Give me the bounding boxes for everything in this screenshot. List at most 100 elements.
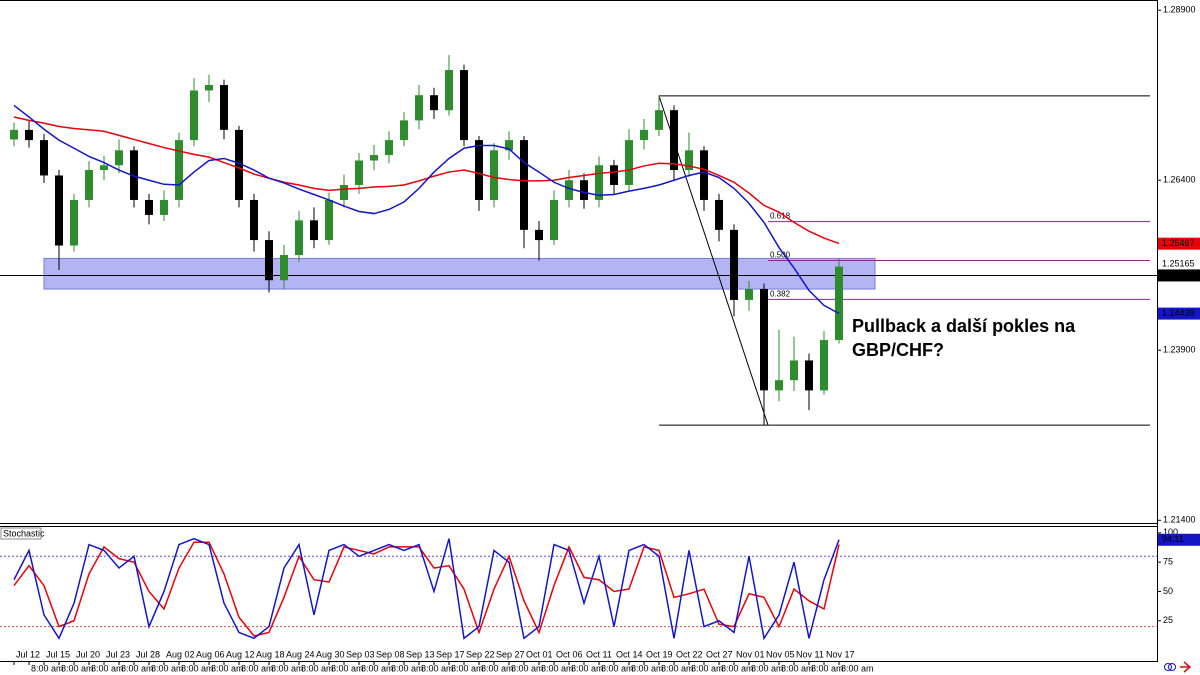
candle-body xyxy=(400,120,408,141)
x-tick-label: 8:00 am xyxy=(571,663,604,673)
candle-body xyxy=(490,150,498,200)
line-series xyxy=(13,541,840,637)
price-label-box xyxy=(1158,269,1200,282)
candle-body xyxy=(115,150,123,166)
candle-body xyxy=(505,140,513,151)
y-tick-label: 25 xyxy=(1163,615,1173,625)
x-tick-label: Jul 12 xyxy=(16,649,40,659)
candle-body xyxy=(805,360,813,391)
candle-body xyxy=(445,70,453,111)
candle-body xyxy=(565,180,573,200)
indicator-title-box xyxy=(0,527,42,540)
x-tick-label: Aug 30 xyxy=(316,649,345,659)
x-tick-label: Nov 17 xyxy=(826,649,855,659)
annotation: GBP/CHF? xyxy=(852,340,944,360)
price-label: 1.25467 xyxy=(1162,238,1195,248)
price-label: 1.25000 xyxy=(1162,270,1195,280)
candle-body xyxy=(580,180,588,200)
x-tick-label: Sep 03 xyxy=(346,649,375,659)
candle-body xyxy=(130,150,138,200)
candle-body xyxy=(325,199,333,241)
y-tick-label: 50 xyxy=(1163,586,1173,596)
x-tick-label: 8:00 am xyxy=(361,663,394,673)
x-tick-label: 8:00 am xyxy=(331,663,364,673)
x-tick-label: Nov 05 xyxy=(766,649,795,659)
candle-body xyxy=(820,340,828,391)
y-tick-label: 1.26400 xyxy=(1163,175,1196,185)
x-tick-label: Nov 11 xyxy=(796,649,824,659)
x-tick-label: Aug 12 xyxy=(226,649,255,659)
x-tick-label: 8:00 am xyxy=(121,663,154,673)
x-tick-label: 8:00 am xyxy=(451,663,484,673)
line-series xyxy=(13,116,840,245)
candle-body xyxy=(85,170,93,200)
candle-body xyxy=(595,165,603,200)
candle-body xyxy=(205,85,213,91)
fib-level-label: 0.500 xyxy=(770,251,791,260)
icon xyxy=(1180,661,1192,673)
indicator-title: Stochastic xyxy=(3,528,45,538)
fib-level-label: 0.382 xyxy=(770,289,791,298)
x-tick-label: Oct 11 xyxy=(586,649,612,659)
candle-body xyxy=(790,360,798,381)
candle-body xyxy=(775,380,783,391)
x-tick-label: Aug 18 xyxy=(256,649,285,659)
line-series xyxy=(13,104,840,315)
x-tick-label: Aug 06 xyxy=(196,649,225,659)
candle-body xyxy=(10,129,18,140)
x-tick-label: Oct 01 xyxy=(526,649,553,659)
candle-body xyxy=(835,266,843,341)
y-tick-label: 75 xyxy=(1163,557,1173,567)
icon xyxy=(1168,663,1176,671)
x-tick-label: 8:00 am xyxy=(211,663,244,673)
x-tick-label: Jul 20 xyxy=(76,649,100,659)
price-label-box xyxy=(1158,258,1200,271)
x-tick-label: Aug 24 xyxy=(286,649,315,659)
x-tick-label: 8:00 am xyxy=(691,663,724,673)
x-tick-label: Sep 13 xyxy=(406,649,435,659)
candle-body xyxy=(520,140,528,230)
candle-body xyxy=(550,199,558,241)
candle-body xyxy=(295,220,303,256)
candle-body xyxy=(190,90,198,141)
price-label-box xyxy=(1158,307,1200,320)
candle-body xyxy=(70,199,78,246)
x-tick-label: Oct 22 xyxy=(676,649,703,659)
price-label-box xyxy=(1158,533,1200,546)
x-tick-label: 8:00 am xyxy=(841,663,874,673)
candle-body xyxy=(385,140,393,156)
x-tick-label: 8:00 am xyxy=(151,663,184,673)
candle-body xyxy=(265,240,273,281)
candle-body xyxy=(40,140,48,176)
x-tick-label: Oct 06 xyxy=(556,649,583,659)
x-tick-label: 8:00 am xyxy=(811,663,844,673)
price-label: 1.24439 xyxy=(1162,308,1195,318)
candle-body xyxy=(55,175,63,246)
x-tick-label: 8:00 am xyxy=(541,663,574,673)
x-tick-label: Oct 27 xyxy=(706,649,733,659)
footer-icons xyxy=(1164,661,1192,673)
price-label: 94.11 xyxy=(1162,534,1184,544)
candle-body xyxy=(655,110,663,130)
x-tick-label: 8:00 am xyxy=(61,663,94,673)
x-tick-label: 8:00 am xyxy=(481,663,514,673)
x-tick-label: Sep 22 xyxy=(466,649,495,659)
x-tick-label: 8:00 am xyxy=(751,663,784,673)
candle-body xyxy=(430,95,438,111)
x-tick-label: 8:00 am xyxy=(721,663,754,673)
candle-body xyxy=(160,199,168,215)
candle-body xyxy=(700,150,708,200)
x-tick-label: 8:00 am xyxy=(301,663,334,673)
x-tick-label: Sep 27 xyxy=(496,649,525,659)
x-tick-label: 8:00 am xyxy=(31,663,64,673)
y-tick-label: 1.21400 xyxy=(1163,515,1196,525)
x-tick-label: 8:00 am xyxy=(391,663,424,673)
candle-body xyxy=(730,229,738,300)
price-label: 1.25165 xyxy=(1162,259,1195,269)
candle-body xyxy=(220,85,228,130)
candle-body xyxy=(145,199,153,215)
candle-body xyxy=(415,95,423,121)
candle-body xyxy=(370,155,378,161)
